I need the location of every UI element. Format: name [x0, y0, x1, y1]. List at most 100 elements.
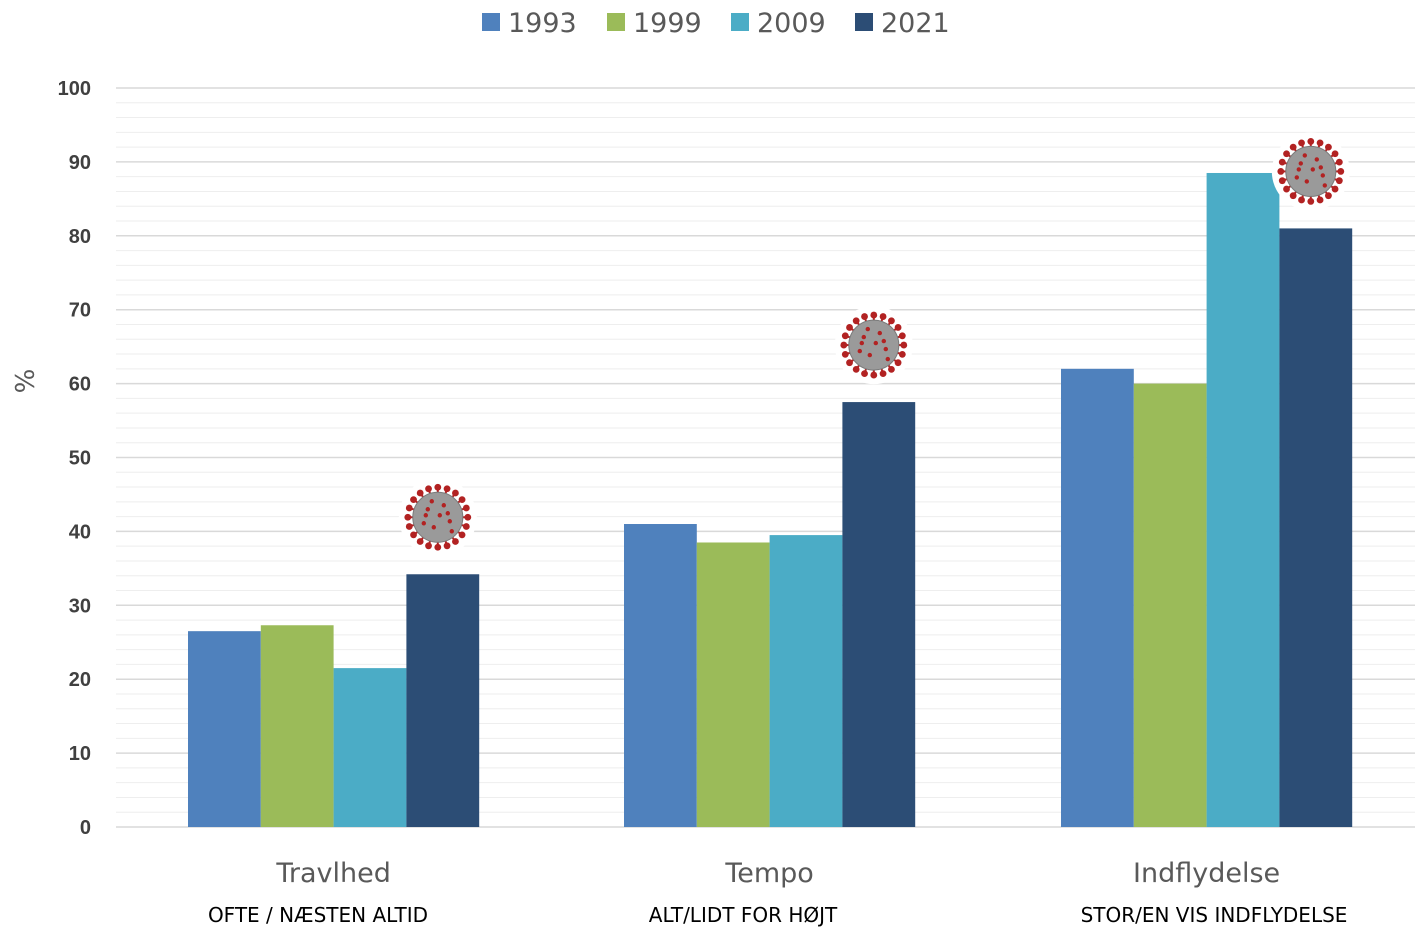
virus-surface-dot	[881, 338, 886, 344]
y-tick-label: 40	[69, 521, 91, 543]
virus-icon	[398, 478, 477, 557]
y-tick-label: 50	[69, 448, 91, 470]
virus-spike	[1278, 158, 1286, 166]
virus-spike	[870, 371, 878, 379]
virus-spike	[894, 324, 902, 331]
y-tick-label: 0	[80, 817, 91, 839]
virus-spike	[861, 313, 868, 320]
virus-spike	[1331, 150, 1339, 158]
virus-surface-dot	[857, 348, 862, 354]
bar-indflydelse-2009	[1206, 172, 1280, 828]
bar-travlhed-1993	[188, 631, 261, 827]
y-tick-label: 10	[69, 743, 91, 765]
category-subtitle: STOR/EN VIS INDFLYDELSE	[1081, 903, 1348, 927]
y-tick-label: 90	[69, 152, 91, 174]
bar-tempo-1999	[696, 542, 770, 827]
virus-spike	[1283, 185, 1290, 193]
virus-surface-dot	[1304, 179, 1309, 184]
bar-travlhed-2021	[406, 574, 480, 827]
y-tick-label: 70	[69, 300, 91, 322]
legend: 1993 1999 2009 2021	[482, 8, 950, 39]
bar-indflydelse-1999	[1133, 383, 1207, 827]
virus-surface-dot	[861, 334, 866, 340]
legend-label: 1993	[508, 8, 577, 39]
virus-spike	[410, 496, 417, 504]
virus-surface-dot	[1314, 157, 1319, 162]
y-tick-label: 20	[69, 669, 91, 691]
virus-surface-dot	[867, 352, 872, 358]
y-tick-label: 80	[69, 226, 91, 248]
virus-body	[848, 319, 900, 371]
category-labels: Travlhed OFTE / NÆSTEN ALTID Tempo ALT/LIDT…	[208, 858, 1347, 927]
legend-swatch	[482, 13, 500, 31]
virus-spike	[846, 359, 853, 367]
virus-spike	[1278, 177, 1286, 185]
virus-spike	[1307, 138, 1315, 145]
virus-spike	[1283, 150, 1290, 158]
virus-spike	[458, 496, 466, 504]
bar-travlhed-1999	[260, 625, 334, 827]
y-tick-label: 30	[69, 595, 91, 617]
category-subtitle: ALT/LIDT FOR HØJT	[649, 903, 838, 927]
virus-spike	[1337, 168, 1345, 175]
virus-spike	[888, 317, 895, 325]
legend-label: 2021	[881, 8, 950, 39]
category-label: Indflydelse	[1133, 858, 1280, 889]
virus-surface-dot	[1298, 161, 1303, 166]
virus-surface-dot	[883, 346, 888, 352]
virus-surface-dot	[1318, 165, 1323, 170]
virus-spike	[404, 513, 412, 521]
virus-spike	[870, 311, 878, 319]
virus-spike	[898, 350, 906, 358]
virus-spike	[900, 341, 908, 349]
virus-spike	[434, 483, 442, 491]
y-axis-ticks: 0 10 20 30 40 50 60 70 80 90 100	[58, 78, 91, 839]
virus-surface-dot	[1320, 173, 1325, 178]
virus-spike	[405, 523, 413, 530]
virus-surface-dot	[1302, 153, 1307, 158]
category-label: Travlhed	[275, 858, 391, 889]
virus-surface-dot	[873, 340, 878, 346]
virus-surface-dot	[885, 356, 890, 362]
virus-body	[1285, 145, 1337, 197]
category-subtitle: OFTE / NÆSTEN ALTID	[208, 903, 428, 927]
virus-spike	[852, 317, 860, 325]
virus-spike	[879, 370, 887, 378]
virus-spike	[1289, 192, 1297, 200]
virus-annotations	[398, 132, 1350, 557]
virus-spike	[894, 359, 902, 367]
virus-spike	[425, 542, 432, 550]
virus-spike	[462, 523, 470, 530]
virus-spike	[840, 341, 848, 349]
virus-surface-dot	[423, 513, 428, 518]
virus-surface-dot	[441, 503, 446, 508]
virus-spike	[898, 332, 906, 340]
virus-spike	[443, 485, 451, 493]
virus-surface-dot	[1296, 167, 1301, 172]
virus-spike	[452, 538, 459, 545]
virus-spike	[443, 542, 451, 550]
virus-spike	[1325, 192, 1332, 200]
virus-spike	[1307, 198, 1315, 205]
legend-label: 1999	[633, 8, 702, 39]
bar-tempo-2021	[842, 402, 916, 827]
virus-spike	[888, 365, 895, 373]
virus-surface-dot	[1322, 183, 1327, 188]
y-tick-label: 100	[58, 78, 91, 100]
virus-surface-dot	[1310, 167, 1315, 172]
virus-spike	[1335, 158, 1343, 166]
virus-spike	[1298, 196, 1305, 204]
virus-surface-dot	[859, 340, 864, 346]
virus-spike	[458, 531, 466, 539]
virus-spike	[434, 543, 442, 551]
virus-spike	[1325, 143, 1332, 151]
legend-label: 2009	[757, 8, 826, 39]
virus-spike	[879, 313, 887, 320]
virus-icon	[1271, 132, 1350, 211]
legend-swatch	[607, 13, 625, 31]
bar-tempo-2009	[769, 535, 843, 827]
virus-spike	[1331, 185, 1339, 193]
virus-surface-dot	[437, 513, 442, 518]
